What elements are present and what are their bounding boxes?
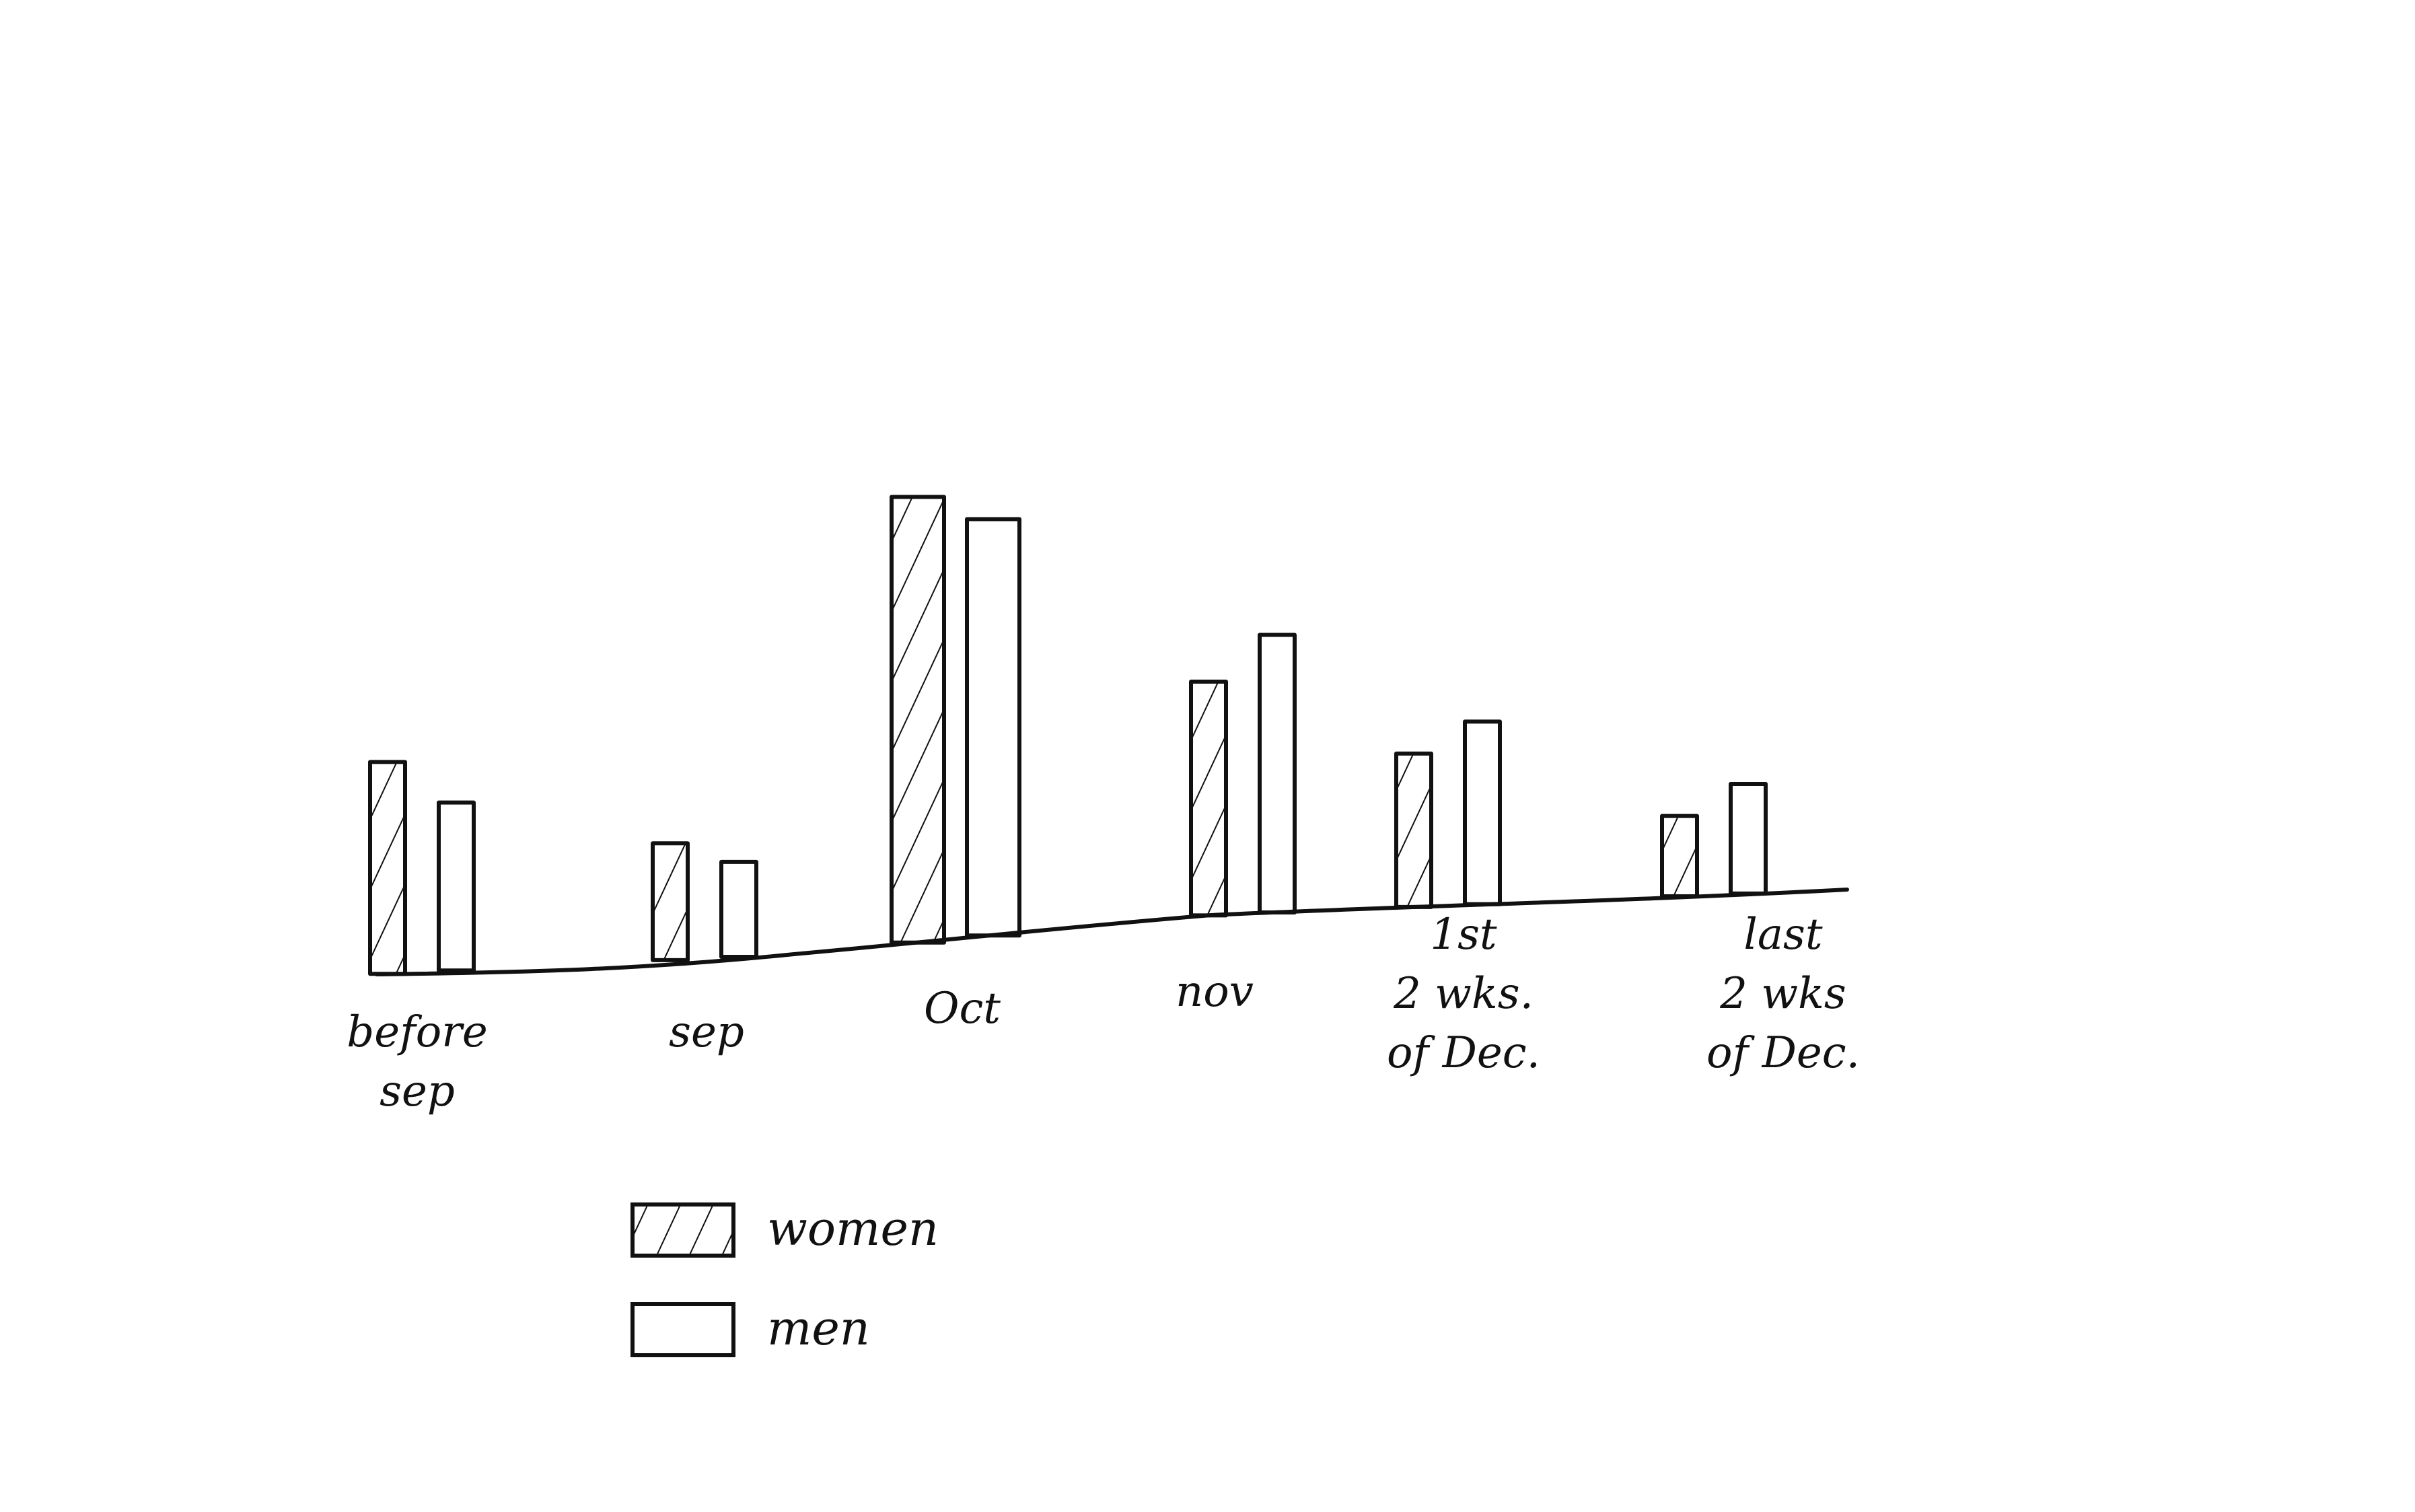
baseline-line <box>375 888 1849 976</box>
category-label-5-2: of Dec. <box>1706 1028 1860 1078</box>
bar-women-2 <box>890 495 946 945</box>
legend-swatch-women <box>630 1202 735 1258</box>
bar-men-4 <box>1463 719 1502 906</box>
bar-men-5 <box>1729 782 1768 896</box>
legend: women men <box>630 1201 939 1357</box>
bar-men-2 <box>965 517 1021 938</box>
bar-women-5 <box>1660 814 1699 899</box>
category-label-5-1: 2 wks <box>1719 969 1846 1019</box>
bar-men-1 <box>719 859 758 959</box>
bar-women-1 <box>651 841 690 962</box>
category-label-4-1: 2 wks. <box>1393 969 1534 1019</box>
category-label-3-0: nov <box>1176 967 1254 1017</box>
legend-label-women: women <box>767 1201 939 1256</box>
category-label-5-0: last <box>1743 910 1822 960</box>
category-labels-group: before sep sep Oct nov 1st 2 wks. of Dec. last 2 … <box>347 910 1860 1116</box>
x-axis-baseline <box>375 888 1849 976</box>
category-label-2-0: Oct <box>924 984 1001 1034</box>
bar-women-4 <box>1394 751 1433 909</box>
legend-swatch-men <box>630 1302 735 1357</box>
legend-label-men: men <box>767 1301 870 1356</box>
category-label-0-1: sep <box>380 1067 455 1116</box>
category-label-1-0: sep <box>669 1007 744 1057</box>
category-label-0-0: before <box>347 1007 488 1057</box>
bars-group <box>368 495 1768 976</box>
bar-men-0 <box>437 800 476 973</box>
bar-men-3 <box>1258 633 1297 915</box>
bar-women-3 <box>1189 679 1228 918</box>
category-label-4-2: of Dec. <box>1387 1028 1540 1078</box>
bar-women-0 <box>368 760 407 976</box>
category-label-4-0: 1st <box>1430 910 1497 960</box>
